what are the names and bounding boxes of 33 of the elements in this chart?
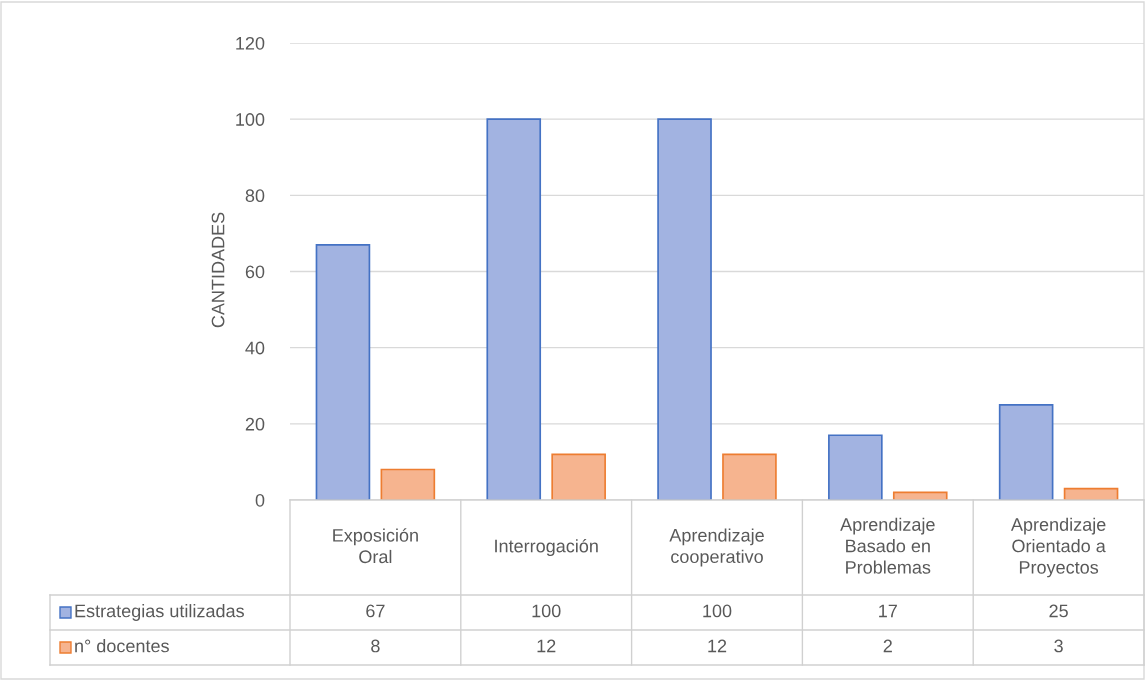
legend-label: Estrategias utilizadas bbox=[75, 604, 244, 621]
bar bbox=[380, 468, 436, 500]
bar bbox=[828, 434, 883, 500]
data-label: 12 bbox=[537, 639, 556, 653]
bar bbox=[486, 118, 542, 500]
bar bbox=[657, 118, 712, 500]
x-tick-label: Aprendizaje Orientado a Proyectos bbox=[1010, 517, 1106, 578]
data-label: 100 bbox=[703, 604, 732, 618]
data-label: 100 bbox=[532, 604, 561, 618]
x-tick-label: Aprendizaje cooperativo bbox=[669, 528, 764, 567]
data-label: 2 bbox=[883, 639, 892, 653]
x-tick-label: Aprendizaje Basado en Problemas bbox=[840, 517, 935, 574]
bar bbox=[722, 453, 777, 500]
y-tick-label: 100 bbox=[236, 113, 265, 126]
y-tick-label: 0 bbox=[255, 493, 265, 507]
legend-label: n° docentes bbox=[75, 639, 169, 653]
bar bbox=[315, 244, 371, 500]
x-tick-label: Exposición Oral bbox=[333, 528, 418, 564]
y-tick-label: 80 bbox=[245, 189, 265, 203]
y-tick-label: 20 bbox=[245, 417, 265, 431]
data-label: 8 bbox=[371, 639, 380, 653]
data-label: 17 bbox=[879, 604, 897, 618]
x-tick-label: Interrogación bbox=[495, 538, 598, 557]
y-tick-label: 120 bbox=[236, 36, 265, 50]
y-tick-label: 60 bbox=[245, 265, 265, 279]
data-label: 67 bbox=[366, 604, 385, 618]
y-tick-label: 40 bbox=[245, 341, 265, 355]
y-axis-title: CANTIDADES bbox=[211, 212, 225, 328]
data-label: 25 bbox=[1049, 604, 1068, 618]
bar bbox=[998, 403, 1054, 500]
data-label: 3 bbox=[1054, 639, 1063, 653]
data-label: 12 bbox=[708, 639, 727, 653]
bar bbox=[551, 453, 606, 500]
